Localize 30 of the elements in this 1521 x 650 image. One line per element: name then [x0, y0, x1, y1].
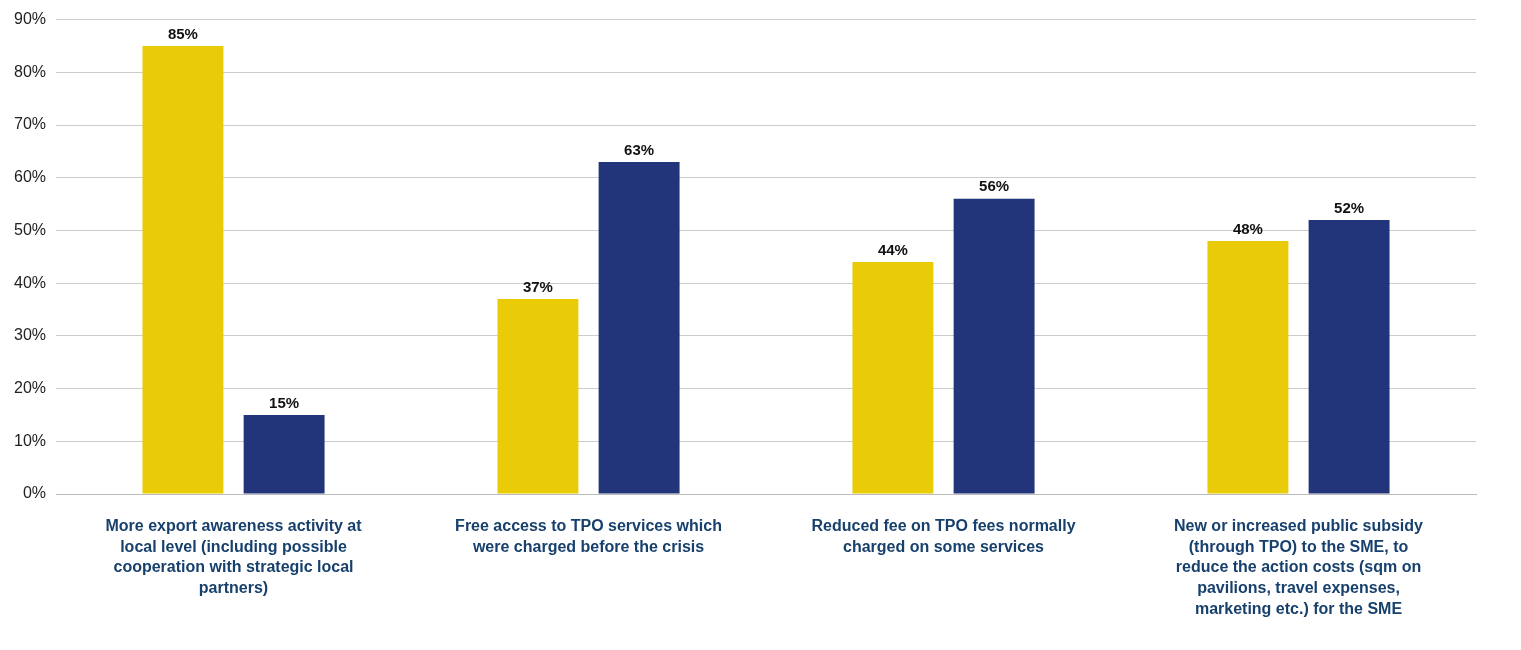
- data-label: 48%: [1232, 219, 1263, 237]
- data-label: 52%: [1334, 198, 1365, 216]
- y-tick-label: 20%: [13, 378, 47, 396]
- bar: [497, 298, 579, 494]
- y-tick-label: 80%: [13, 62, 47, 80]
- x-tick-label: More export awareness activity at local level (including possible cooperation with strategic local partners): [105, 516, 363, 597]
- x-tick-label: Free access to TPO services which were charged before the crisis: [455, 516, 722, 555]
- data-label: 15%: [269, 393, 300, 411]
- bar: [852, 262, 934, 494]
- y-tick-label: 0%: [22, 484, 47, 502]
- y-tick-label: 40%: [13, 273, 47, 291]
- x-tick-label: New or increased public subsidy (through TPO) to the SME, to reduce the action costs (sqm on pavilions, travel expenses, marketing etc.) for the SME: [1174, 516, 1424, 618]
- y-tick-label: 90%: [13, 10, 47, 28]
- x-tick-label: Reduced fee on TPO fees normally charged on some services: [811, 516, 1076, 555]
- bar: [598, 161, 680, 494]
- data-label: 56%: [979, 177, 1010, 195]
- y-tick-label: 10%: [13, 431, 47, 449]
- bar: [953, 198, 1035, 494]
- bar: [1207, 240, 1289, 494]
- data-label: 85%: [167, 24, 198, 42]
- bar: [243, 414, 325, 494]
- y-tick-label: 70%: [13, 115, 47, 133]
- data-label: 44%: [877, 240, 908, 258]
- data-label: 37%: [522, 277, 553, 295]
- bar: [142, 45, 224, 494]
- y-tick-label: 30%: [13, 326, 47, 344]
- data-label: 63%: [624, 140, 655, 158]
- y-tick-label: 60%: [13, 168, 47, 186]
- bar: [1308, 219, 1390, 494]
- y-tick-label: 50%: [13, 220, 47, 238]
